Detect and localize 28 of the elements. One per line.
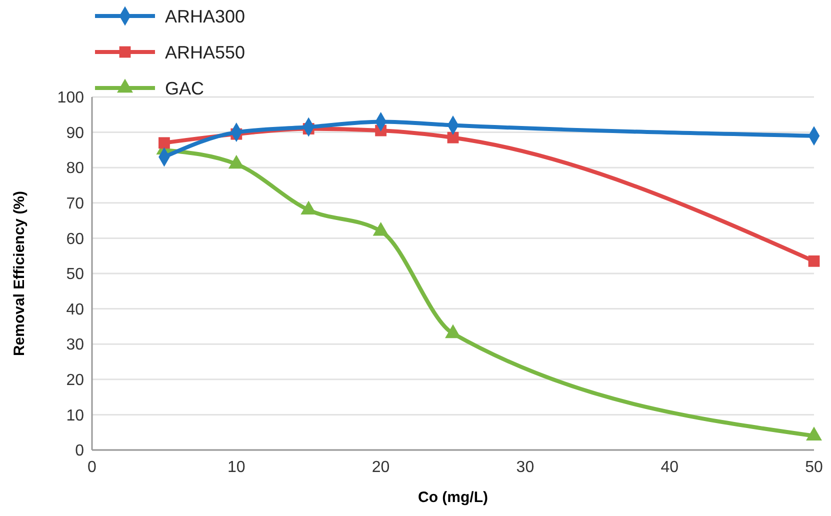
legend-label: ARHA550 bbox=[165, 42, 246, 62]
y-tick-label: 20 bbox=[66, 372, 84, 389]
y-tick-label: 100 bbox=[57, 90, 84, 107]
y-tick-label: 90 bbox=[66, 124, 84, 142]
point bbox=[372, 222, 389, 236]
y-tick-label: 80 bbox=[66, 160, 84, 178]
x-tick-label: 20 bbox=[372, 459, 390, 476]
point bbox=[808, 255, 820, 267]
x-tick-label: 30 bbox=[516, 459, 534, 476]
x-tick-label: 10 bbox=[228, 459, 246, 476]
y-tick-label: 10 bbox=[66, 407, 84, 424]
legend-label: GAC bbox=[165, 78, 204, 98]
point bbox=[806, 426, 822, 440]
x-axis-title: Co (mg/L) bbox=[418, 489, 488, 506]
legend-label: ARHA300 bbox=[165, 6, 246, 26]
x-tick-label: 0 bbox=[88, 459, 97, 476]
x-tick-label: 50 bbox=[805, 459, 823, 476]
x-tick-label: 40 bbox=[660, 459, 679, 476]
point bbox=[445, 324, 461, 338]
point bbox=[447, 132, 459, 144]
y-tick-label: 0 bbox=[75, 442, 84, 460]
y-tick-label: 50 bbox=[66, 266, 84, 284]
y-tick-label: 40 bbox=[66, 301, 84, 318]
point bbox=[158, 137, 170, 149]
y-tick-label: 60 bbox=[66, 230, 84, 248]
y-tick-label: 30 bbox=[66, 336, 84, 354]
y-axis-title: Removal Efficiency (%) bbox=[11, 190, 28, 356]
y-tick-label: 70 bbox=[66, 196, 84, 212]
